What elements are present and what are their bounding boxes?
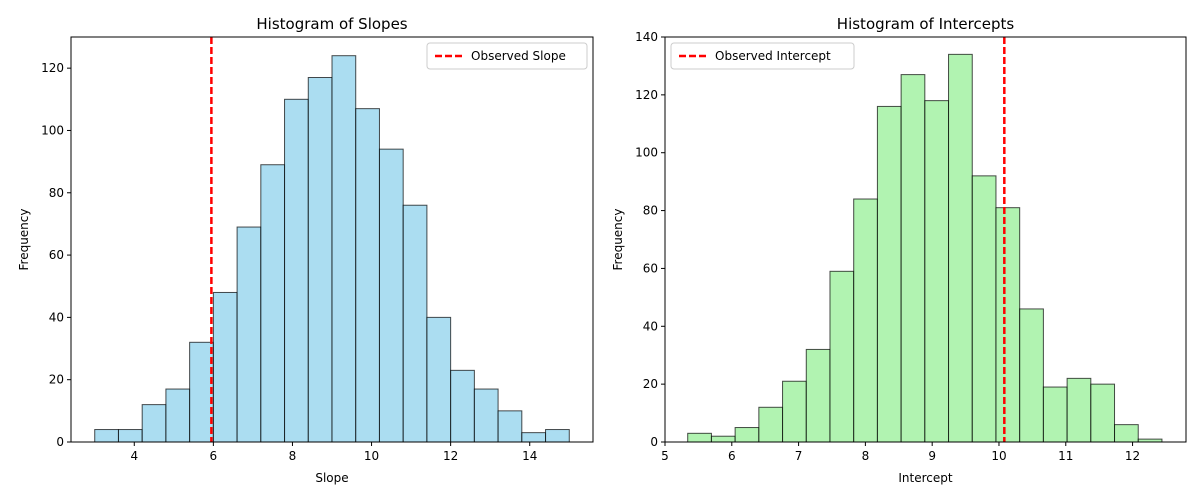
histogram-bar — [521, 432, 547, 443]
histogram-bar — [189, 341, 214, 443]
histogram-bar — [497, 410, 523, 443]
y-tick-label: 80 — [643, 204, 658, 218]
legend: Observed Slope — [426, 42, 588, 70]
y-tick-label: 120 — [635, 88, 658, 102]
y-tick-label: 20 — [49, 373, 64, 387]
histogram-bar — [378, 148, 404, 443]
x-tick-label: 5 — [661, 449, 669, 463]
y-tick-label: 100 — [41, 123, 64, 137]
histogram-bar — [117, 429, 143, 443]
histogram-bar — [307, 77, 333, 443]
x-tick-label: 6 — [728, 449, 736, 463]
histogram-bar — [971, 175, 997, 443]
histogram-bar — [1090, 383, 1116, 443]
x-axis-label: Slope — [315, 471, 348, 485]
histogram-bar — [948, 53, 973, 443]
x-tick-label: 4 — [130, 449, 138, 463]
histogram-bar — [236, 226, 262, 443]
x-tick-label: 10 — [991, 449, 1006, 463]
y-tick-label: 120 — [41, 61, 64, 75]
legend-box — [426, 42, 588, 70]
histogram-bar — [900, 74, 926, 443]
histogram-bar — [473, 388, 499, 443]
histogram-bar — [734, 427, 760, 443]
bars-2 — [687, 53, 1163, 443]
histogram-bar — [165, 388, 191, 443]
y-axis-label: Frequency — [17, 209, 31, 271]
y-tick-label: 100 — [635, 146, 658, 160]
y-tick-label: 60 — [643, 261, 658, 275]
histogram-bar — [284, 98, 309, 443]
histogram-bar — [355, 108, 380, 443]
histogram-bar — [876, 105, 902, 443]
axes-frame — [70, 36, 594, 443]
histogram-bar — [260, 164, 286, 443]
histogram-bar — [331, 55, 357, 443]
histogram-bar — [212, 291, 238, 443]
x-tick-label: 8 — [289, 449, 297, 463]
histogram-bar — [141, 404, 167, 443]
y-tick-label: 60 — [49, 248, 64, 262]
legend: Observed Intercept — [670, 42, 855, 70]
histogram-bar — [1042, 386, 1068, 443]
histogram-bar — [758, 406, 784, 443]
chart-title: Histogram of Intercepts — [837, 15, 1015, 33]
histogram-bar — [710, 435, 736, 443]
histogram-bar — [94, 429, 119, 443]
x-tick-label: 11 — [1058, 449, 1073, 463]
histogram-bar — [995, 207, 1021, 443]
histogram-bar — [829, 270, 855, 443]
histogram-bar — [1066, 377, 1092, 443]
legend-label: Observed Intercept — [715, 49, 831, 63]
histogram-bar — [1019, 308, 1044, 443]
x-tick-label: 8 — [862, 449, 870, 463]
legend-box — [670, 42, 855, 70]
histogram-bar — [687, 432, 712, 443]
y-tick-label: 40 — [643, 319, 658, 333]
legend-label: Observed Slope — [471, 49, 566, 63]
histogram-bar — [402, 204, 428, 443]
x-axis-label: Intercept — [898, 471, 953, 485]
x-tick-label: 9 — [928, 449, 936, 463]
histogram-bar — [782, 380, 807, 443]
y-tick-label: 140 — [635, 30, 658, 44]
histogram-bar — [1114, 424, 1139, 443]
x-tick-label: 10 — [364, 449, 379, 463]
subplot-1: 4 6 8 10 12 14 0 20 40 60 80 100 120 Histogram of Slo… — [17, 15, 594, 485]
x-tick-label: 12 — [443, 449, 458, 463]
histogram-bar — [805, 348, 831, 443]
histogram-bar — [924, 100, 950, 443]
y-axis-label: Frequency — [611, 209, 625, 271]
histogram-bar — [426, 316, 452, 443]
x-tick-label: 7 — [795, 449, 803, 463]
y-tick-label: 0 — [650, 435, 658, 449]
chart-title: Histogram of Slopes — [256, 15, 407, 33]
y-tick-label: 40 — [49, 310, 64, 324]
histogram-bar — [450, 369, 475, 443]
axes-frame — [664, 36, 1187, 443]
x-tick-label: 14 — [522, 449, 537, 463]
x-tick-label: 12 — [1125, 449, 1140, 463]
bars-1 — [94, 55, 570, 443]
y-tick-label: 0 — [56, 435, 64, 449]
histogram-bar — [545, 429, 570, 443]
x-tick-label: 6 — [210, 449, 218, 463]
y-tick-label: 80 — [49, 186, 64, 200]
histogram-bar — [853, 198, 878, 443]
y-tick-label: 20 — [643, 377, 658, 391]
